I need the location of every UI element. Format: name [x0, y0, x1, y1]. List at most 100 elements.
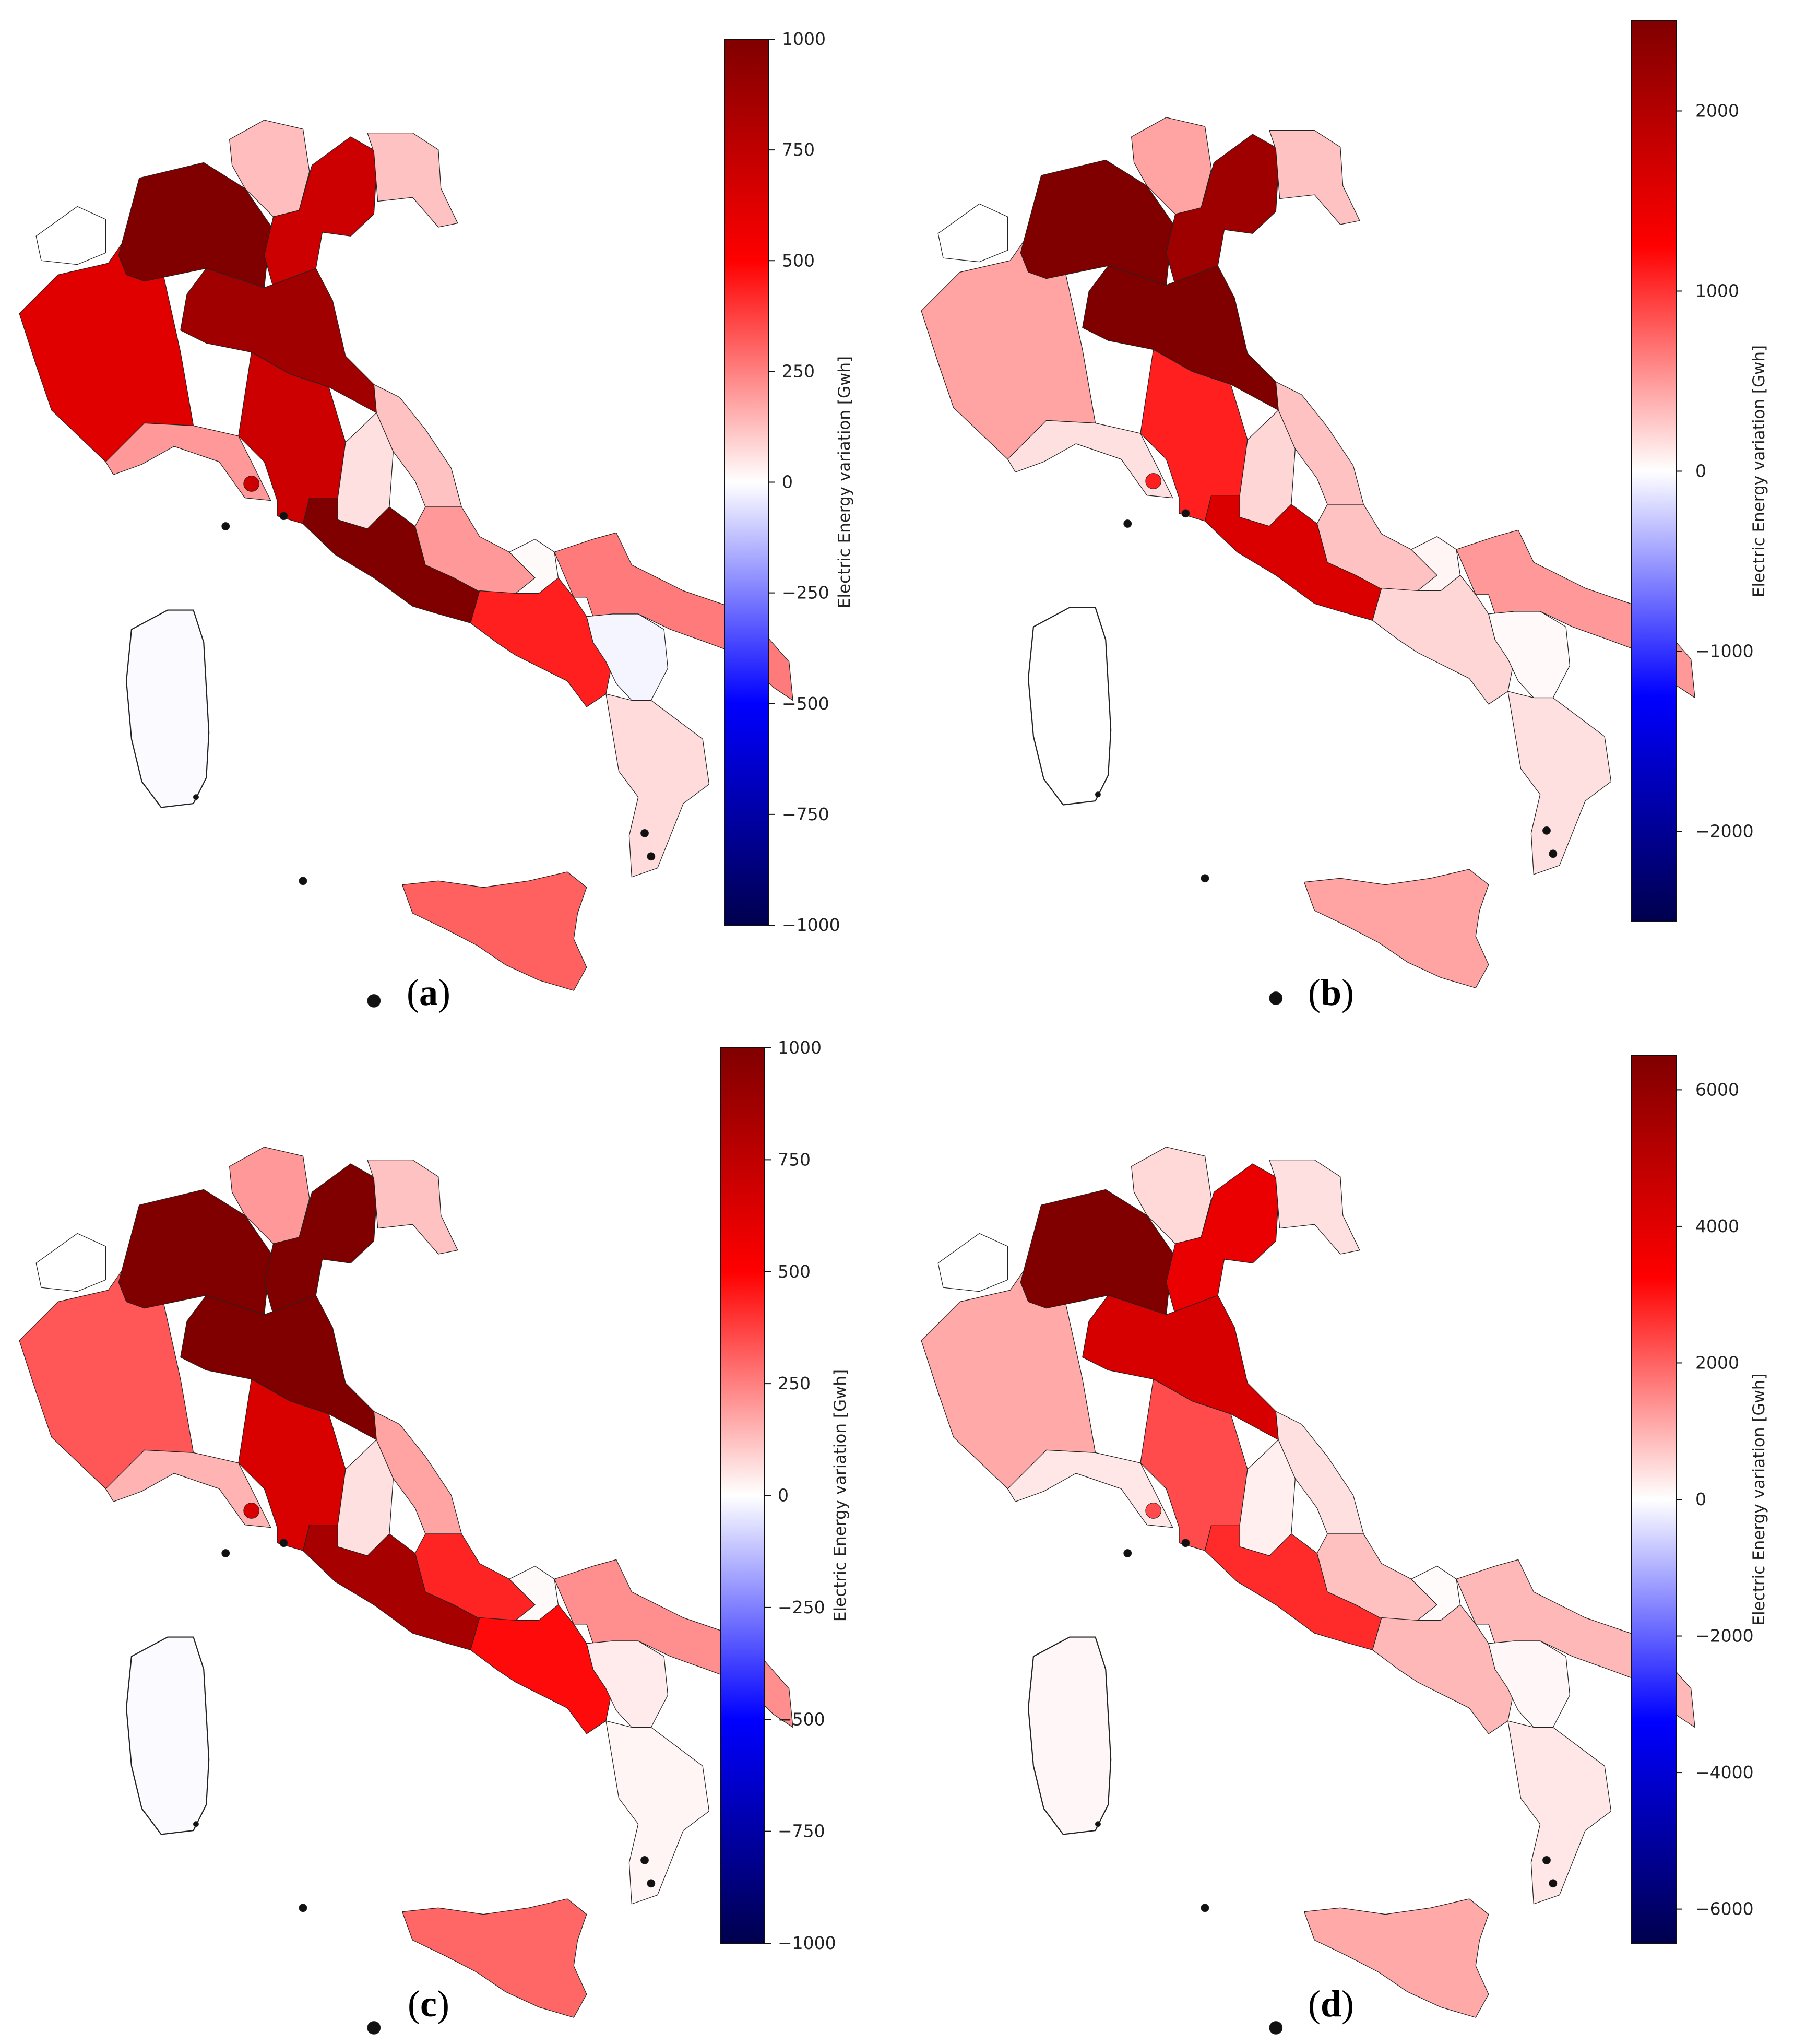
region-friuli	[367, 133, 458, 228]
region-sicilia	[402, 1898, 587, 2018]
region-veneto	[1166, 134, 1280, 286]
colorbar-tick-label: 0	[778, 1485, 789, 1506]
map-panel-d: 6000 4000 2000 0 −2000 −4000 −6000 Electric Ene…	[897, 1022, 1793, 2043]
colorbar-tick-label: −4000	[1695, 1762, 1754, 1782]
colorbar	[1631, 1055, 1677, 1944]
colorbar	[1631, 20, 1677, 922]
italy-map	[19, 1147, 793, 2035]
region-liguria	[105, 1449, 271, 1528]
islet	[1181, 1539, 1190, 1547]
colorbar-tick-label: −6000	[1695, 1899, 1754, 1919]
region-friuli	[1269, 130, 1360, 225]
islet	[1145, 473, 1161, 489]
colorbar-tick-label: −1000	[778, 1933, 836, 1953]
islet	[367, 2021, 381, 2035]
colorbar-tick-label: 1000	[782, 29, 826, 49]
islet	[1145, 1503, 1161, 1519]
islet	[279, 512, 288, 521]
islet	[1542, 826, 1551, 835]
panel-caption-c: (c)	[408, 1983, 449, 2025]
colorbar-tick-label: −750	[782, 804, 829, 824]
islet	[367, 994, 381, 1008]
panel-caption-b: (b)	[1308, 972, 1354, 1013]
choropleth-svg-d: 6000 4000 2000 0 −2000 −4000 −6000 Electric Ene…	[921, 1055, 1768, 2035]
region-valle-daosta	[937, 1233, 1008, 1292]
islet	[1542, 1856, 1551, 1864]
islet	[193, 1821, 199, 1827]
colorbar-tick-label: −1000	[782, 915, 840, 935]
region-sicilia	[402, 871, 587, 991]
region-sardegna	[1027, 607, 1112, 806]
islet	[640, 829, 649, 837]
map-panel-a: 1000 750 500 250 0 −250 −500 −750 −1000 Electric …	[0, 0, 897, 1022]
colorbar	[720, 1047, 765, 1944]
colorbar-tick-label: 250	[778, 1373, 811, 1393]
islet	[1095, 1821, 1101, 1827]
islet	[1201, 1904, 1209, 1912]
region-sardegna	[125, 1636, 210, 1835]
region-calabria	[605, 1720, 710, 1905]
colorbar-tick-label: 500	[782, 250, 815, 270]
islet	[299, 877, 307, 885]
colorbar-tick-label: −1000	[1695, 641, 1754, 661]
islet	[221, 1549, 230, 1557]
region-sardegna	[125, 609, 210, 808]
islet	[640, 1856, 649, 1864]
colorbar	[724, 39, 769, 926]
colorbar-tick-label: 4000	[1695, 1216, 1739, 1236]
colorbar-tick-label: 6000	[1695, 1079, 1739, 1100]
region-calabria	[1507, 1720, 1612, 1905]
colorbar-tick-label: −750	[778, 1821, 825, 1841]
region-veneto	[264, 136, 378, 288]
region-calabria	[1507, 691, 1612, 875]
colorbar-tick-label: −500	[782, 693, 829, 714]
panel-caption-a: (a)	[407, 972, 450, 1013]
islet	[243, 476, 259, 492]
islet	[221, 522, 230, 530]
colorbar-tick-label: 1000	[778, 1037, 822, 1058]
colorbar-label: Electric Energy variation [Gwh]	[1750, 345, 1768, 597]
islet	[1549, 849, 1558, 858]
region-valle-daosta	[937, 203, 1008, 263]
map-panel-b: 2000 1000 0 −1000 −2000 Electric Energy varia…	[897, 0, 1793, 1022]
islet	[647, 1879, 656, 1888]
colorbar-label: Electric Energy variation [Gwh]	[835, 356, 854, 608]
colorbar-label: Electric Energy variation [Gwh]	[831, 1369, 850, 1622]
colorbar-tick-label: −250	[778, 1597, 825, 1617]
region-sardegna	[1027, 1636, 1112, 1835]
choropleth-svg-c: 1000 750 500 250 0 −250 −500 −750 −1000 Electric …	[19, 1037, 850, 2035]
islet	[647, 852, 656, 861]
italy-map	[921, 1147, 1695, 2035]
italy-map	[921, 117, 1695, 1005]
region-valle-daosta	[35, 206, 106, 265]
map-panel-c: 1000 750 500 250 0 −250 −500 −750 −1000 Electric …	[0, 1022, 897, 2043]
region-veneto	[264, 1163, 378, 1315]
colorbar-tick-label: 2000	[1695, 1352, 1739, 1373]
region-friuli	[1269, 1160, 1360, 1255]
islet	[1123, 519, 1132, 528]
colorbar-tick-label: 750	[778, 1149, 811, 1169]
colorbar-tick-label: 0	[1695, 1489, 1706, 1509]
islet	[1269, 2021, 1283, 2035]
choropleth-svg-b: 2000 1000 0 −1000 −2000 Electric Energy varia…	[921, 20, 1768, 1005]
region-friuli	[367, 1160, 458, 1255]
region-liguria	[105, 422, 271, 501]
region-liguria	[1007, 420, 1173, 499]
region-sicilia	[1304, 1898, 1489, 2018]
colorbar-tick-label: 2000	[1695, 101, 1739, 121]
colorbar-tick-label: 1000	[1695, 281, 1739, 301]
region-valle-daosta	[35, 1233, 106, 1292]
islet	[1095, 791, 1101, 798]
colorbar-tick-label: 0	[782, 472, 793, 492]
region-calabria	[605, 693, 710, 878]
islet	[1269, 991, 1283, 1005]
islet	[299, 1904, 307, 1912]
islet	[1181, 509, 1190, 518]
islet	[1201, 874, 1209, 883]
colorbar-tick-label: −2000	[1695, 821, 1754, 842]
colorbar-tick-label: −250	[782, 583, 829, 603]
region-sicilia	[1304, 869, 1489, 988]
islet	[279, 1539, 288, 1547]
colorbar-tick-label: 500	[778, 1261, 811, 1282]
islet	[1123, 1549, 1132, 1557]
